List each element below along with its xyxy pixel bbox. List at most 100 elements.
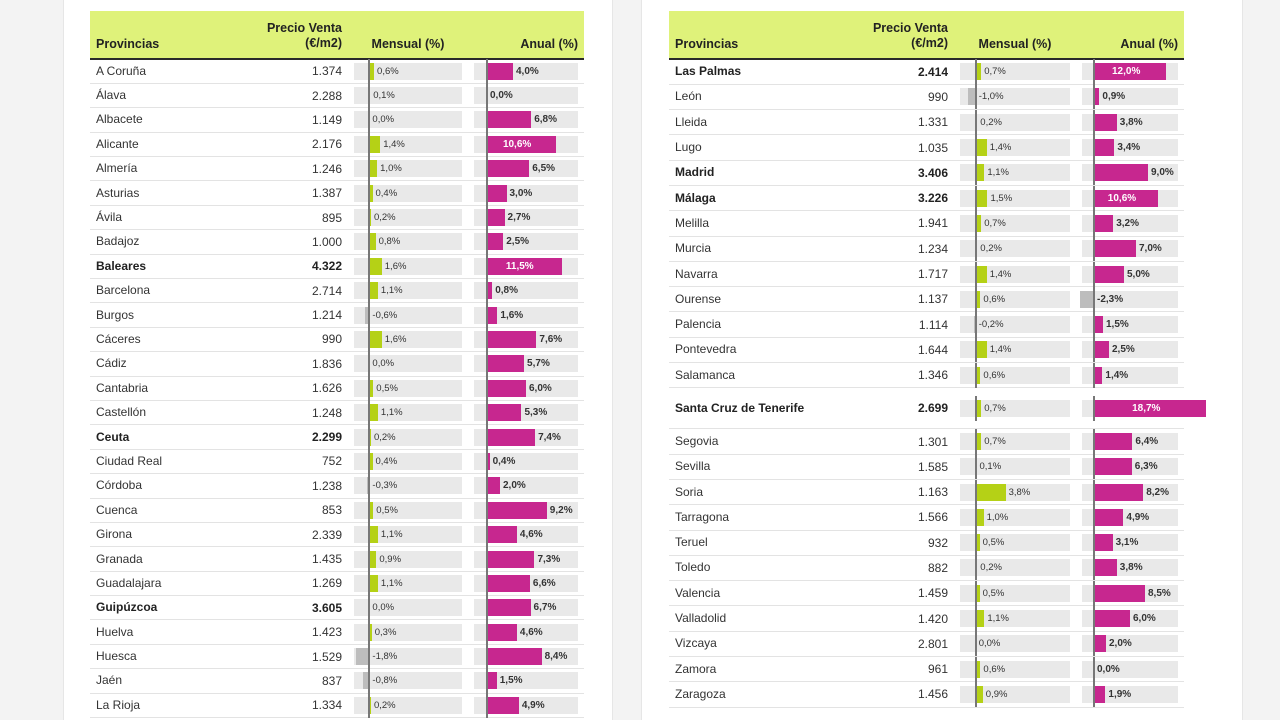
price-value: 990: [814, 84, 954, 111]
anual-bar-track: 2,0%: [1082, 631, 1178, 657]
province-name: Barcelona: [90, 278, 230, 304]
anual-bar: [487, 648, 542, 666]
mensual-value-label: 1,1%: [987, 167, 1009, 179]
anual-zero-axis: [486, 546, 488, 572]
anual-zero-axis: [1093, 337, 1095, 363]
anual-bar-track: 2,5%: [1082, 337, 1178, 363]
price-value: 1.149: [230, 107, 348, 133]
province-name: Granada: [90, 546, 230, 572]
mensual-cell: 1,4%: [954, 134, 1076, 161]
province-name: Burgos: [90, 302, 230, 328]
mensual-value-label: 0,0%: [372, 114, 395, 126]
mensual-zero-axis: [368, 522, 371, 548]
mensual-value-label: -1,0%: [978, 91, 1004, 103]
header-mensual[interactable]: Mensual (%): [954, 11, 1076, 60]
table-row: Huesca 1.529 -1,8% 8,4%: [90, 644, 584, 670]
province-name: Álava: [90, 83, 230, 109]
anual-bar: [1094, 316, 1103, 334]
anual-cell: 9,0%: [1076, 160, 1184, 186]
mensual-cell: -0,6%: [348, 302, 468, 328]
header-provincias[interactable]: Provincias: [669, 11, 814, 60]
mensual-value-label: 0,1%: [373, 90, 395, 102]
mensual-bar-track: 0,5%: [354, 497, 462, 523]
mensual-cell: 1,6%: [348, 253, 468, 280]
anual-cell: 7,0%: [1076, 236, 1184, 262]
anual-bar-track: -2,3%: [1080, 286, 1178, 312]
anual-zero-axis: [486, 522, 488, 548]
mensual-bar: [975, 189, 988, 207]
mensual-bar: [369, 404, 378, 422]
anual-bar: [1094, 214, 1114, 232]
mensual-cell: 1,5%: [954, 185, 1076, 212]
anual-bar: [487, 672, 497, 690]
table-row: Cuenca 853 0,5% 9,2%: [90, 497, 584, 523]
mensual-value-label: 0,0%: [372, 602, 395, 614]
province-name: Guadalajara: [90, 571, 230, 597]
header-precio-label: Precio Venta: [266, 21, 342, 35]
anual-value-label: 7,3%: [537, 553, 561, 565]
mensual-cell: 0,0%: [348, 595, 468, 621]
anual-zero-axis: [486, 278, 488, 304]
province-name: Valencia: [669, 580, 814, 607]
mensual-cell: 0,0%: [348, 107, 468, 133]
mensual-bar: [369, 160, 378, 178]
mensual-zero-axis: [368, 107, 371, 133]
mensual-bar-track: 0,7%: [960, 429, 1070, 454]
anual-value-label: 2,5%: [1112, 344, 1135, 356]
anual-zero-axis: [1093, 580, 1095, 606]
table-row: Almería 1.246 1,0% 6,5%: [90, 156, 584, 182]
price-value: 1.420: [814, 605, 954, 632]
anual-zero-axis: [486, 400, 488, 426]
anual-value-label: 9,2%: [549, 504, 573, 516]
mensual-zero-axis: [368, 58, 371, 84]
mensual-bar: [369, 233, 376, 251]
header-anual[interactable]: Anual (%): [468, 11, 584, 60]
header-mensual[interactable]: Mensual (%): [348, 11, 468, 60]
mensual-value-label: 0,6%: [377, 65, 399, 77]
mensual-bar: [369, 257, 382, 275]
header-provincias[interactable]: Provincias: [90, 11, 230, 60]
header-precio-venta[interactable]: Precio Venta (€/m2): [814, 11, 954, 60]
mensual-value-label: -0,3%: [372, 480, 398, 492]
header-precio-venta[interactable]: Precio Venta (€/m2): [230, 11, 348, 60]
anual-value-label: 6,0%: [529, 382, 552, 394]
mensual-zero-axis: [368, 375, 371, 401]
anual-cell: 0,4%: [468, 448, 584, 475]
mensual-bar: [369, 452, 373, 470]
header-anual[interactable]: Anual (%): [1076, 11, 1184, 60]
mensual-cell: 0,4%: [348, 448, 468, 475]
province-name: Cuenca: [90, 498, 230, 523]
anual-bar: [487, 550, 535, 568]
mensual-bar-track: -0,6%: [354, 302, 462, 328]
table-row: León 990 -1,0% 0,9%: [669, 84, 1184, 111]
mensual-bar: [975, 508, 984, 526]
anual-zero-axis: [1093, 236, 1095, 262]
mensual-cell: 0,0%: [348, 351, 468, 377]
anual-cell: 11,5%: [468, 253, 584, 280]
mensual-cell: 0,2%: [348, 692, 468, 719]
anual-cell: 4,6%: [468, 522, 584, 548]
mensual-cell: 0,5%: [348, 497, 468, 523]
mensual-bar-track: 0,2%: [354, 205, 462, 231]
table-row: Ciudad Real 752 0,4% 0,4%: [90, 448, 584, 475]
anual-cell: 3,2%: [1076, 210, 1184, 237]
anual-bar-track: 3,1%: [1082, 530, 1178, 556]
anual-zero-axis: [486, 692, 488, 718]
province-name: Murcia: [669, 236, 814, 262]
anual-bar: [1094, 63, 1166, 81]
mensual-cell: -1,0%: [954, 84, 1076, 111]
table-row: Tarragona 1.566 1,0% 4,9%: [669, 504, 1184, 531]
anual-zero-axis: [486, 351, 488, 377]
mensual-value-label: 0,3%: [374, 626, 397, 638]
price-value: 1.301: [814, 428, 954, 455]
price-value: 2.339: [230, 522, 348, 548]
anual-bar-track: 10,6%: [474, 131, 578, 157]
mensual-bar: [369, 379, 374, 397]
price-value: 1.566: [814, 504, 954, 531]
mensual-zero-axis: [368, 448, 371, 474]
anual-bar-track: 7,0%: [1082, 236, 1178, 262]
anual-value-label: 12,0%: [1112, 66, 1141, 78]
anual-bar-track: 7,6%: [474, 326, 578, 352]
province-name: Sevilla: [669, 454, 814, 480]
mensual-value-label: -1,8%: [372, 651, 398, 663]
